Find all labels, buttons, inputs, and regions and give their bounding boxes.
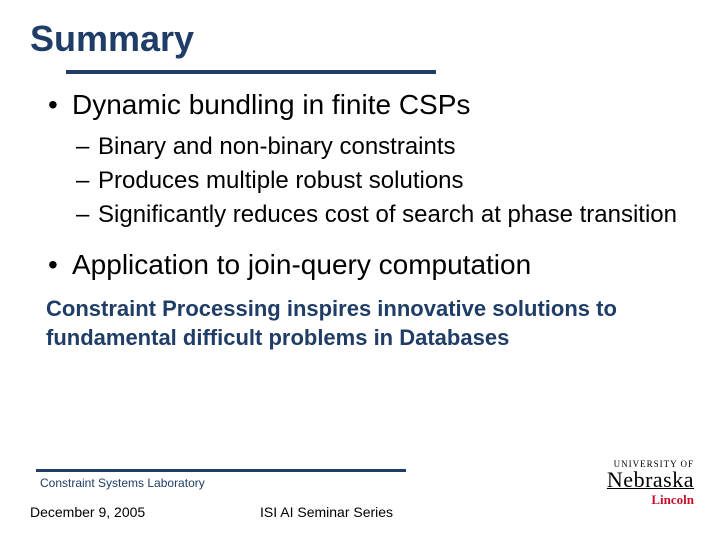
sub-list: Binary and non-binary constraints Produc… (76, 132, 690, 230)
lab-name: Constraint Systems Laboratory (40, 476, 690, 490)
sub-bullet-item: Significantly reduces cost of search at … (76, 200, 690, 230)
sub-bullet-item: Binary and non-binary constraints (76, 132, 690, 162)
slide-title: Summary (30, 18, 690, 66)
series-text: ISI AI Seminar Series (260, 504, 393, 520)
university-logo: UNIVERSITY OF Nebraska Lincoln (607, 460, 694, 506)
title-rule (66, 70, 436, 74)
bullet-item: Dynamic bundling in finite CSPs (48, 88, 690, 122)
slide: Summary Dynamic bundling in finite CSPs … (0, 0, 720, 540)
bullet-item: Application to join-query computation (48, 248, 690, 282)
footer-rule (36, 469, 406, 472)
logo-main-text: Nebraska (607, 469, 694, 491)
sub-bullet-item: Produces multiple robust solutions (76, 166, 690, 196)
footer: Constraint Systems Laboratory December 9… (30, 469, 690, 520)
date-text: December 9, 2005 (30, 504, 260, 520)
footer-row: December 9, 2005 ISI AI Seminar Series (30, 504, 690, 520)
emphasis-text: Constraint Processing inspires innovativ… (36, 295, 690, 352)
logo-sub-text: Lincoln (607, 493, 694, 506)
content-area: Dynamic bundling in finite CSPs Binary a… (30, 88, 690, 281)
